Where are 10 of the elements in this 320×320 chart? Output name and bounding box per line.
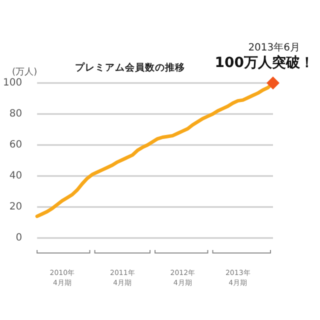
- y-tick-label: 20: [9, 202, 22, 212]
- chart-title: プレミアム会員数の推移: [75, 62, 185, 74]
- y-tick-label: 60: [9, 140, 22, 150]
- text: 100万人突破！: [214, 54, 314, 71]
- y-tick-label: 80: [9, 108, 22, 120]
- y-tick-label: 40: [9, 170, 22, 182]
- y-axis-title: (万人): [12, 66, 38, 78]
- y-tick-label: 0: [16, 232, 22, 244]
- text: 2013年6月: [248, 42, 300, 54]
- y-tick-label: 100: [2, 78, 22, 88]
